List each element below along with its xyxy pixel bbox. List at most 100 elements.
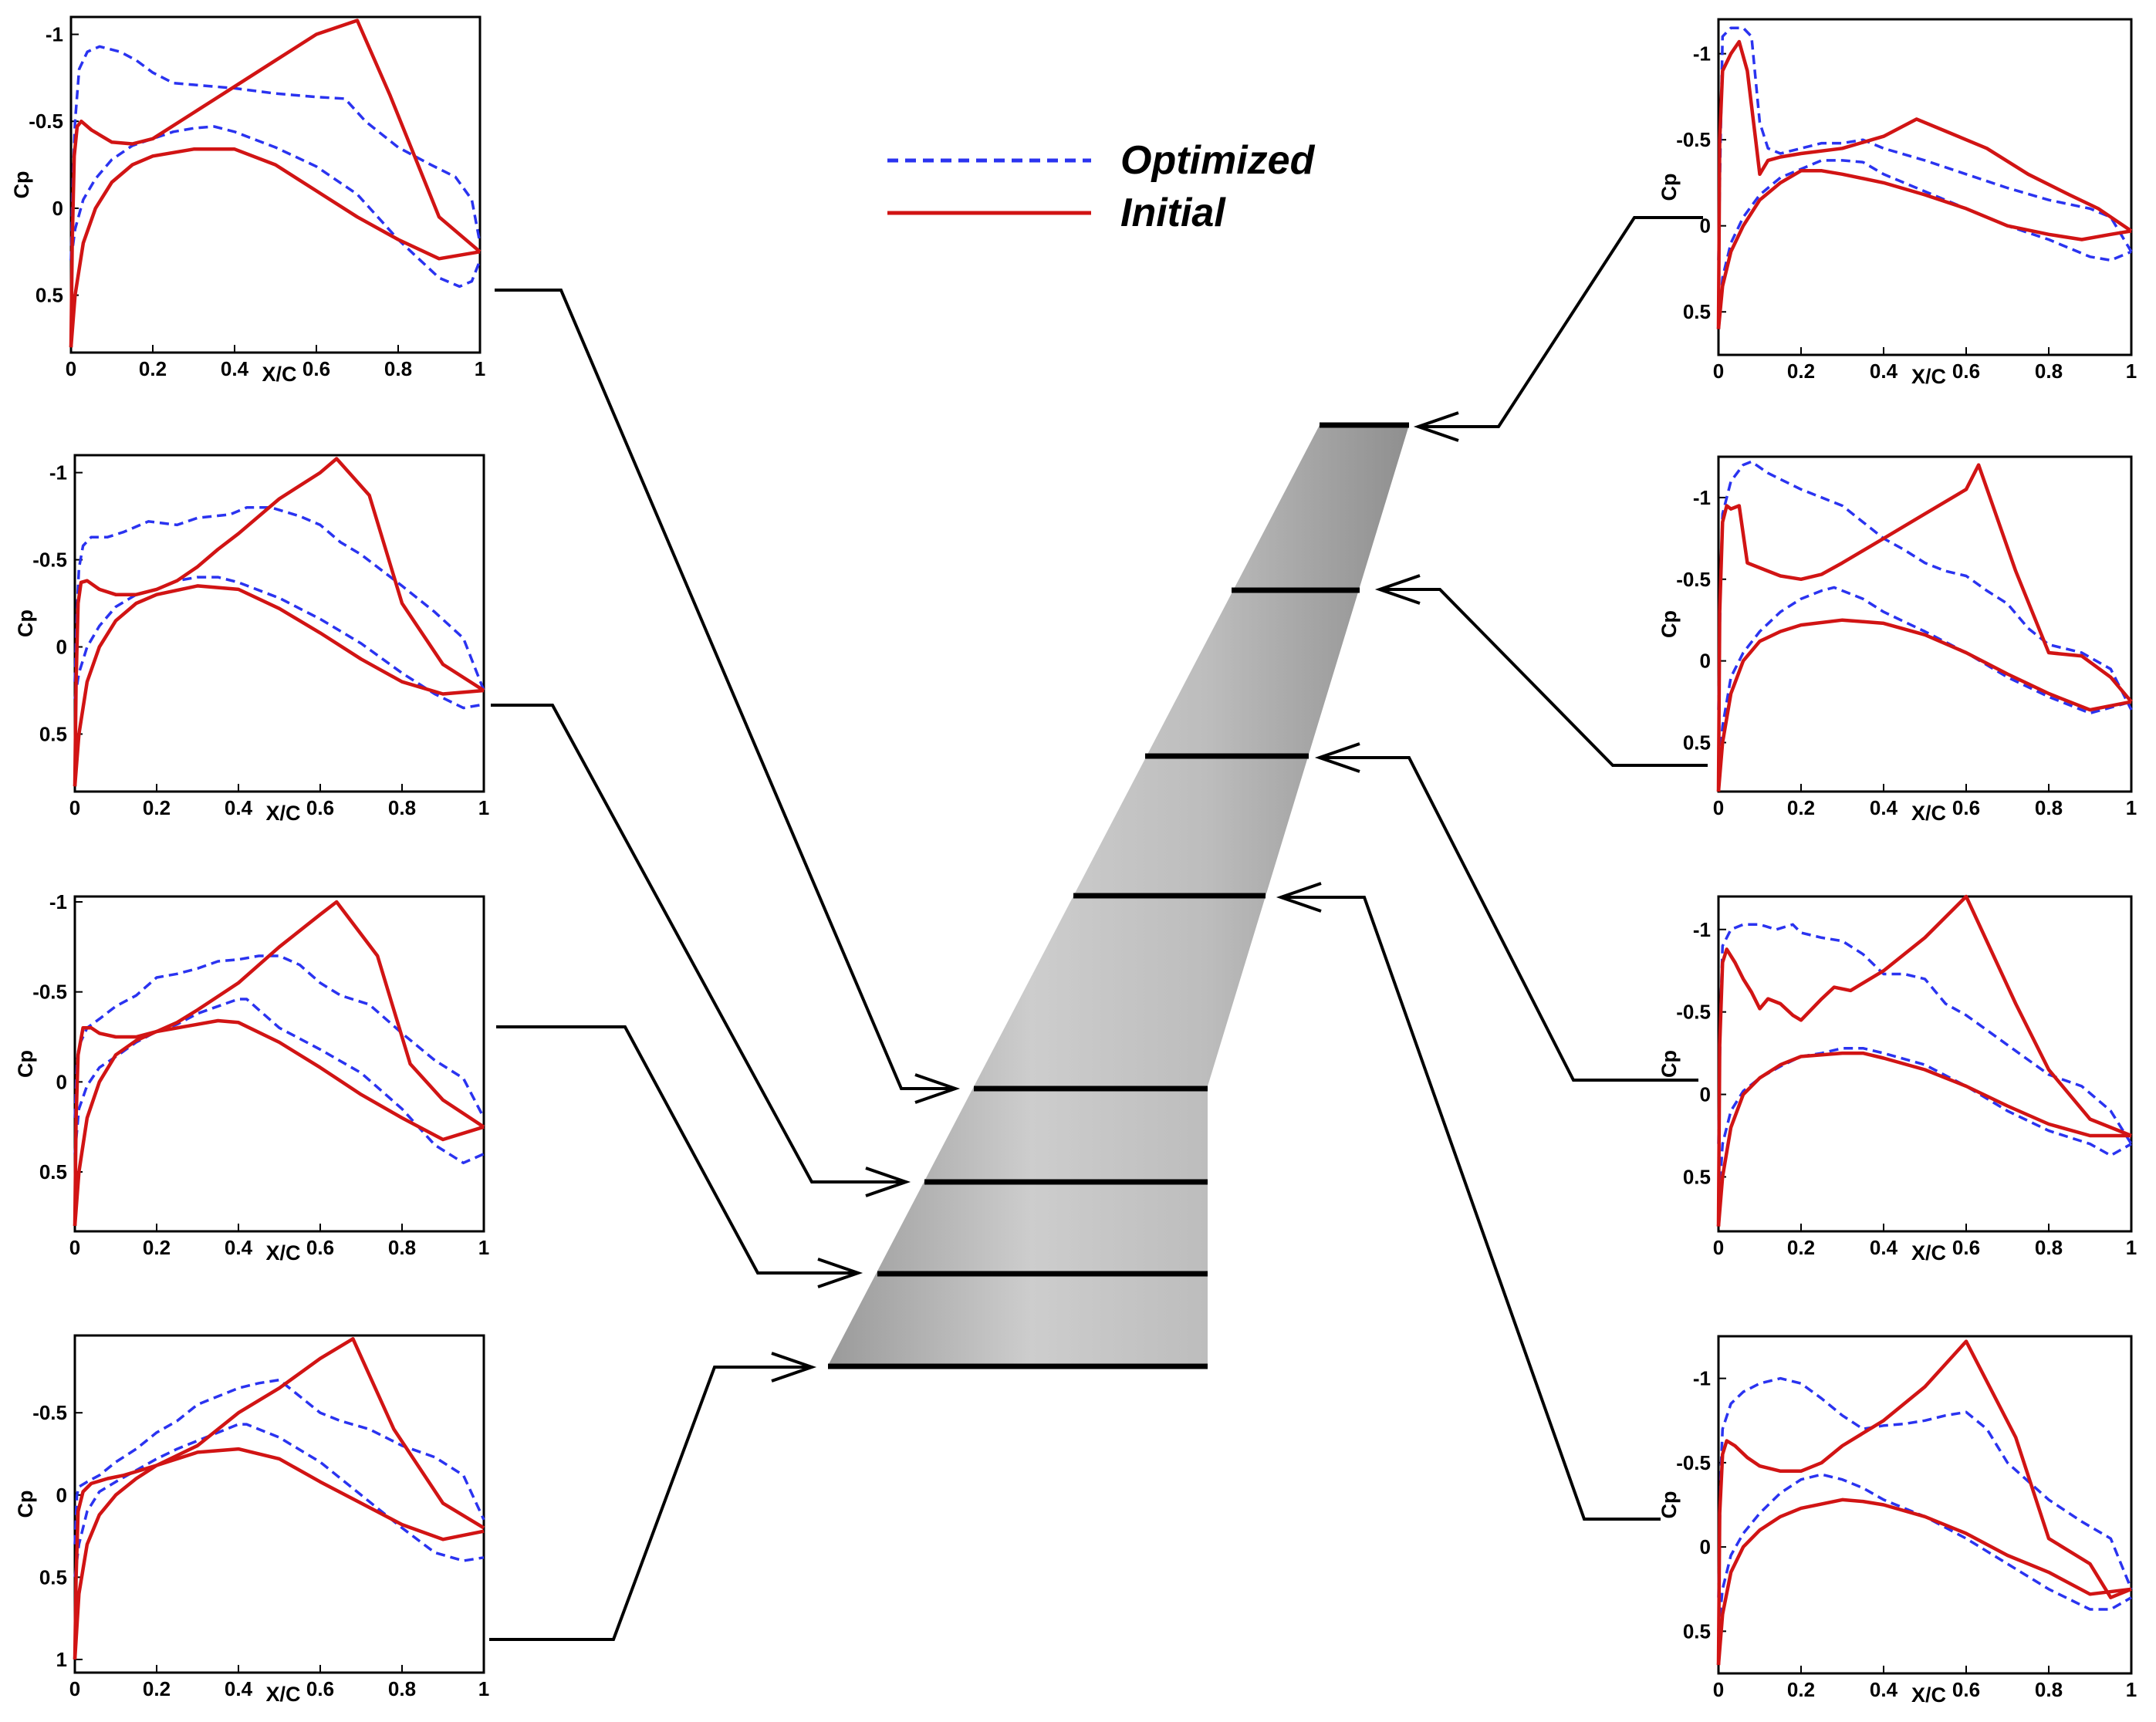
y-tick-label: -0.5 <box>32 1401 67 1424</box>
x-tick-label: 1 <box>478 796 489 819</box>
x-tick-label: 1 <box>475 357 485 380</box>
x-tick-label: 0.8 <box>2035 360 2063 383</box>
arrow-L1 <box>495 289 961 1104</box>
x-tick-label: 1 <box>2126 796 2137 819</box>
x-tick-label: 1 <box>2126 1236 2137 1259</box>
x-tick-label: 0 <box>66 357 76 380</box>
initial-upper-curve <box>1716 39 2133 329</box>
plot-frame <box>69 15 482 354</box>
y-axis-label: Cp <box>1658 610 1681 638</box>
x-tick-label: 0.4 <box>1870 360 1898 383</box>
x-tick-label: 1 <box>478 1236 489 1259</box>
initial-lower-curve <box>1716 618 2132 792</box>
x-tick-label: 1 <box>478 1677 489 1700</box>
y-tick-label: 0 <box>56 1070 67 1093</box>
y-tick-label: 0 <box>1700 650 1711 673</box>
y-tick-label: 0 <box>56 1484 67 1507</box>
plot-frame <box>73 454 485 793</box>
cp-panels: 0 0.2 0.4 0.6 0.8 1 -1 -0.5 0 0.5 X/C Cp 0 0.2 0.4 0.6 0… <box>10 15 2137 1707</box>
x-tick-label: 0.4 <box>225 796 253 819</box>
initial-upper-curve <box>73 457 485 787</box>
x-tick-label: 0.6 <box>306 1677 334 1700</box>
x-tick-label: 0 <box>69 1677 80 1700</box>
x-tick-label: 0.4 <box>221 357 249 380</box>
initial-lower-curve <box>73 584 485 787</box>
legend: Optimized Initial <box>887 138 1316 235</box>
optimized-upper-curve <box>73 954 485 1119</box>
y-axis-label: Cp <box>14 1050 37 1078</box>
x-tick-label: 0.8 <box>388 1677 416 1700</box>
y-tick-label: 0 <box>1700 214 1711 238</box>
x-tick-label: 0.2 <box>143 796 171 819</box>
x-tick-label: 1 <box>2126 1678 2137 1701</box>
y-axis-label: Cp <box>1658 1050 1681 1078</box>
optimized-upper-curve <box>1717 923 2133 1145</box>
y-tick-label: 0.5 <box>1683 300 1711 323</box>
x-tick-label: 0.2 <box>1787 1236 1815 1259</box>
x-tick-label: 0 <box>1713 360 1724 383</box>
cp-panel-r1: 0 0.2 0.4 0.6 0.8 1 -1 -0.5 0 0.5 X/C Cp <box>1658 18 2137 388</box>
y-axis-label: Cp <box>1658 174 1681 201</box>
optimized-lower-curve <box>73 576 485 710</box>
x-tick-label: 0.4 <box>225 1677 253 1700</box>
x-tick-label: 0.8 <box>2035 1678 2063 1701</box>
cp-panel-r2: 0 0.2 0.4 0.6 0.8 1 -1 -0.5 0 0.5 X/C Cp <box>1658 455 2137 825</box>
optimized-lower-curve <box>1717 1473 2132 1632</box>
y-tick-label: 0.5 <box>1683 1165 1711 1188</box>
cp-panel-r4: 0 0.2 0.4 0.6 0.8 1 -1 -0.5 0 0.5 X/C Cp <box>1658 1335 2137 1707</box>
x-tick-label: 0.2 <box>1787 360 1815 383</box>
optimized-upper-curve <box>73 1378 485 1545</box>
y-tick-label: 0 <box>1700 1535 1711 1558</box>
arrow-R4 <box>1276 882 1661 1521</box>
optimized-lower-curve <box>73 1423 485 1578</box>
x-tick-label: 0.8 <box>384 357 412 380</box>
x-tick-label: 0 <box>69 796 80 819</box>
x-tick-label: 0.8 <box>2035 1236 2063 1259</box>
y-tick-label: -0.5 <box>29 110 63 133</box>
cp-panel-r3: 0 0.2 0.4 0.6 0.8 1 -1 -0.5 0 0.5 X/C Cp <box>1658 894 2137 1264</box>
optimized-upper-curve <box>1717 460 2133 711</box>
plot-frame <box>1717 18 2133 356</box>
cp-panel-l4: 0 0.2 0.4 0.6 0.8 1 -0.5 0 0.5 1 X/C Cp <box>14 1334 489 1706</box>
x-tick-label: 0 <box>69 1236 80 1259</box>
arrow-L4 <box>489 1352 817 1641</box>
y-tick-label: -0.5 <box>32 549 67 572</box>
x-tick-label: 0.6 <box>1952 360 1980 383</box>
y-tick-label: -1 <box>1693 42 1711 66</box>
y-tick-label: -0.5 <box>1676 1001 1711 1024</box>
x-tick-label: 0.6 <box>1952 796 1980 819</box>
x-tick-label: 0.2 <box>143 1677 171 1700</box>
x-axis-label: X/C <box>1911 802 1946 825</box>
y-tick-label: 0 <box>56 635 67 658</box>
cp-panel-l1: 0 0.2 0.4 0.6 0.8 1 -1 -0.5 0 0.5 X/C Cp <box>10 15 485 386</box>
y-axis-label: Cp <box>10 171 33 199</box>
x-tick-label: 0.8 <box>2035 796 2063 819</box>
optimized-lower-curve <box>73 998 485 1165</box>
x-axis-label: X/C <box>1911 1241 1946 1264</box>
x-tick-label: 0.2 <box>143 1236 171 1259</box>
arrow-R1 <box>1413 216 1703 442</box>
y-tick-label: -1 <box>1693 486 1711 509</box>
y-tick-label: -0.5 <box>1676 128 1711 151</box>
y-tick-label: -0.5 <box>1676 1451 1711 1474</box>
x-tick-label: 0 <box>1713 796 1724 819</box>
initial-upper-curve <box>1716 1339 2132 1666</box>
initial-upper-curve <box>73 900 485 1227</box>
initial-lower-curve <box>1716 169 2132 329</box>
y-tick-label: 0 <box>52 197 63 220</box>
y-tick-label: 0 <box>1700 1083 1711 1106</box>
optimized-upper-curve <box>73 506 485 691</box>
x-tick-label: 0.4 <box>1870 1236 1898 1259</box>
initial-lower-curve <box>69 147 481 348</box>
x-tick-label: 0.2 <box>1787 796 1815 819</box>
y-tick-label: 0.5 <box>1683 1619 1711 1643</box>
y-tick-label: 0.5 <box>39 1565 67 1589</box>
y-tick-label: 0.5 <box>1683 731 1711 754</box>
y-tick-label: -0.5 <box>32 981 67 1004</box>
cp-panel-l2: 0 0.2 0.4 0.6 0.8 1 -1 -0.5 0 0.5 X/C Cp <box>14 454 489 825</box>
x-tick-label: 0.6 <box>1952 1236 1980 1259</box>
optimized-lower-curve <box>1717 159 2132 329</box>
initial-upper-curve <box>73 1337 485 1660</box>
x-tick-label: 0.6 <box>1952 1678 1980 1701</box>
x-axis-label: X/C <box>265 802 300 825</box>
